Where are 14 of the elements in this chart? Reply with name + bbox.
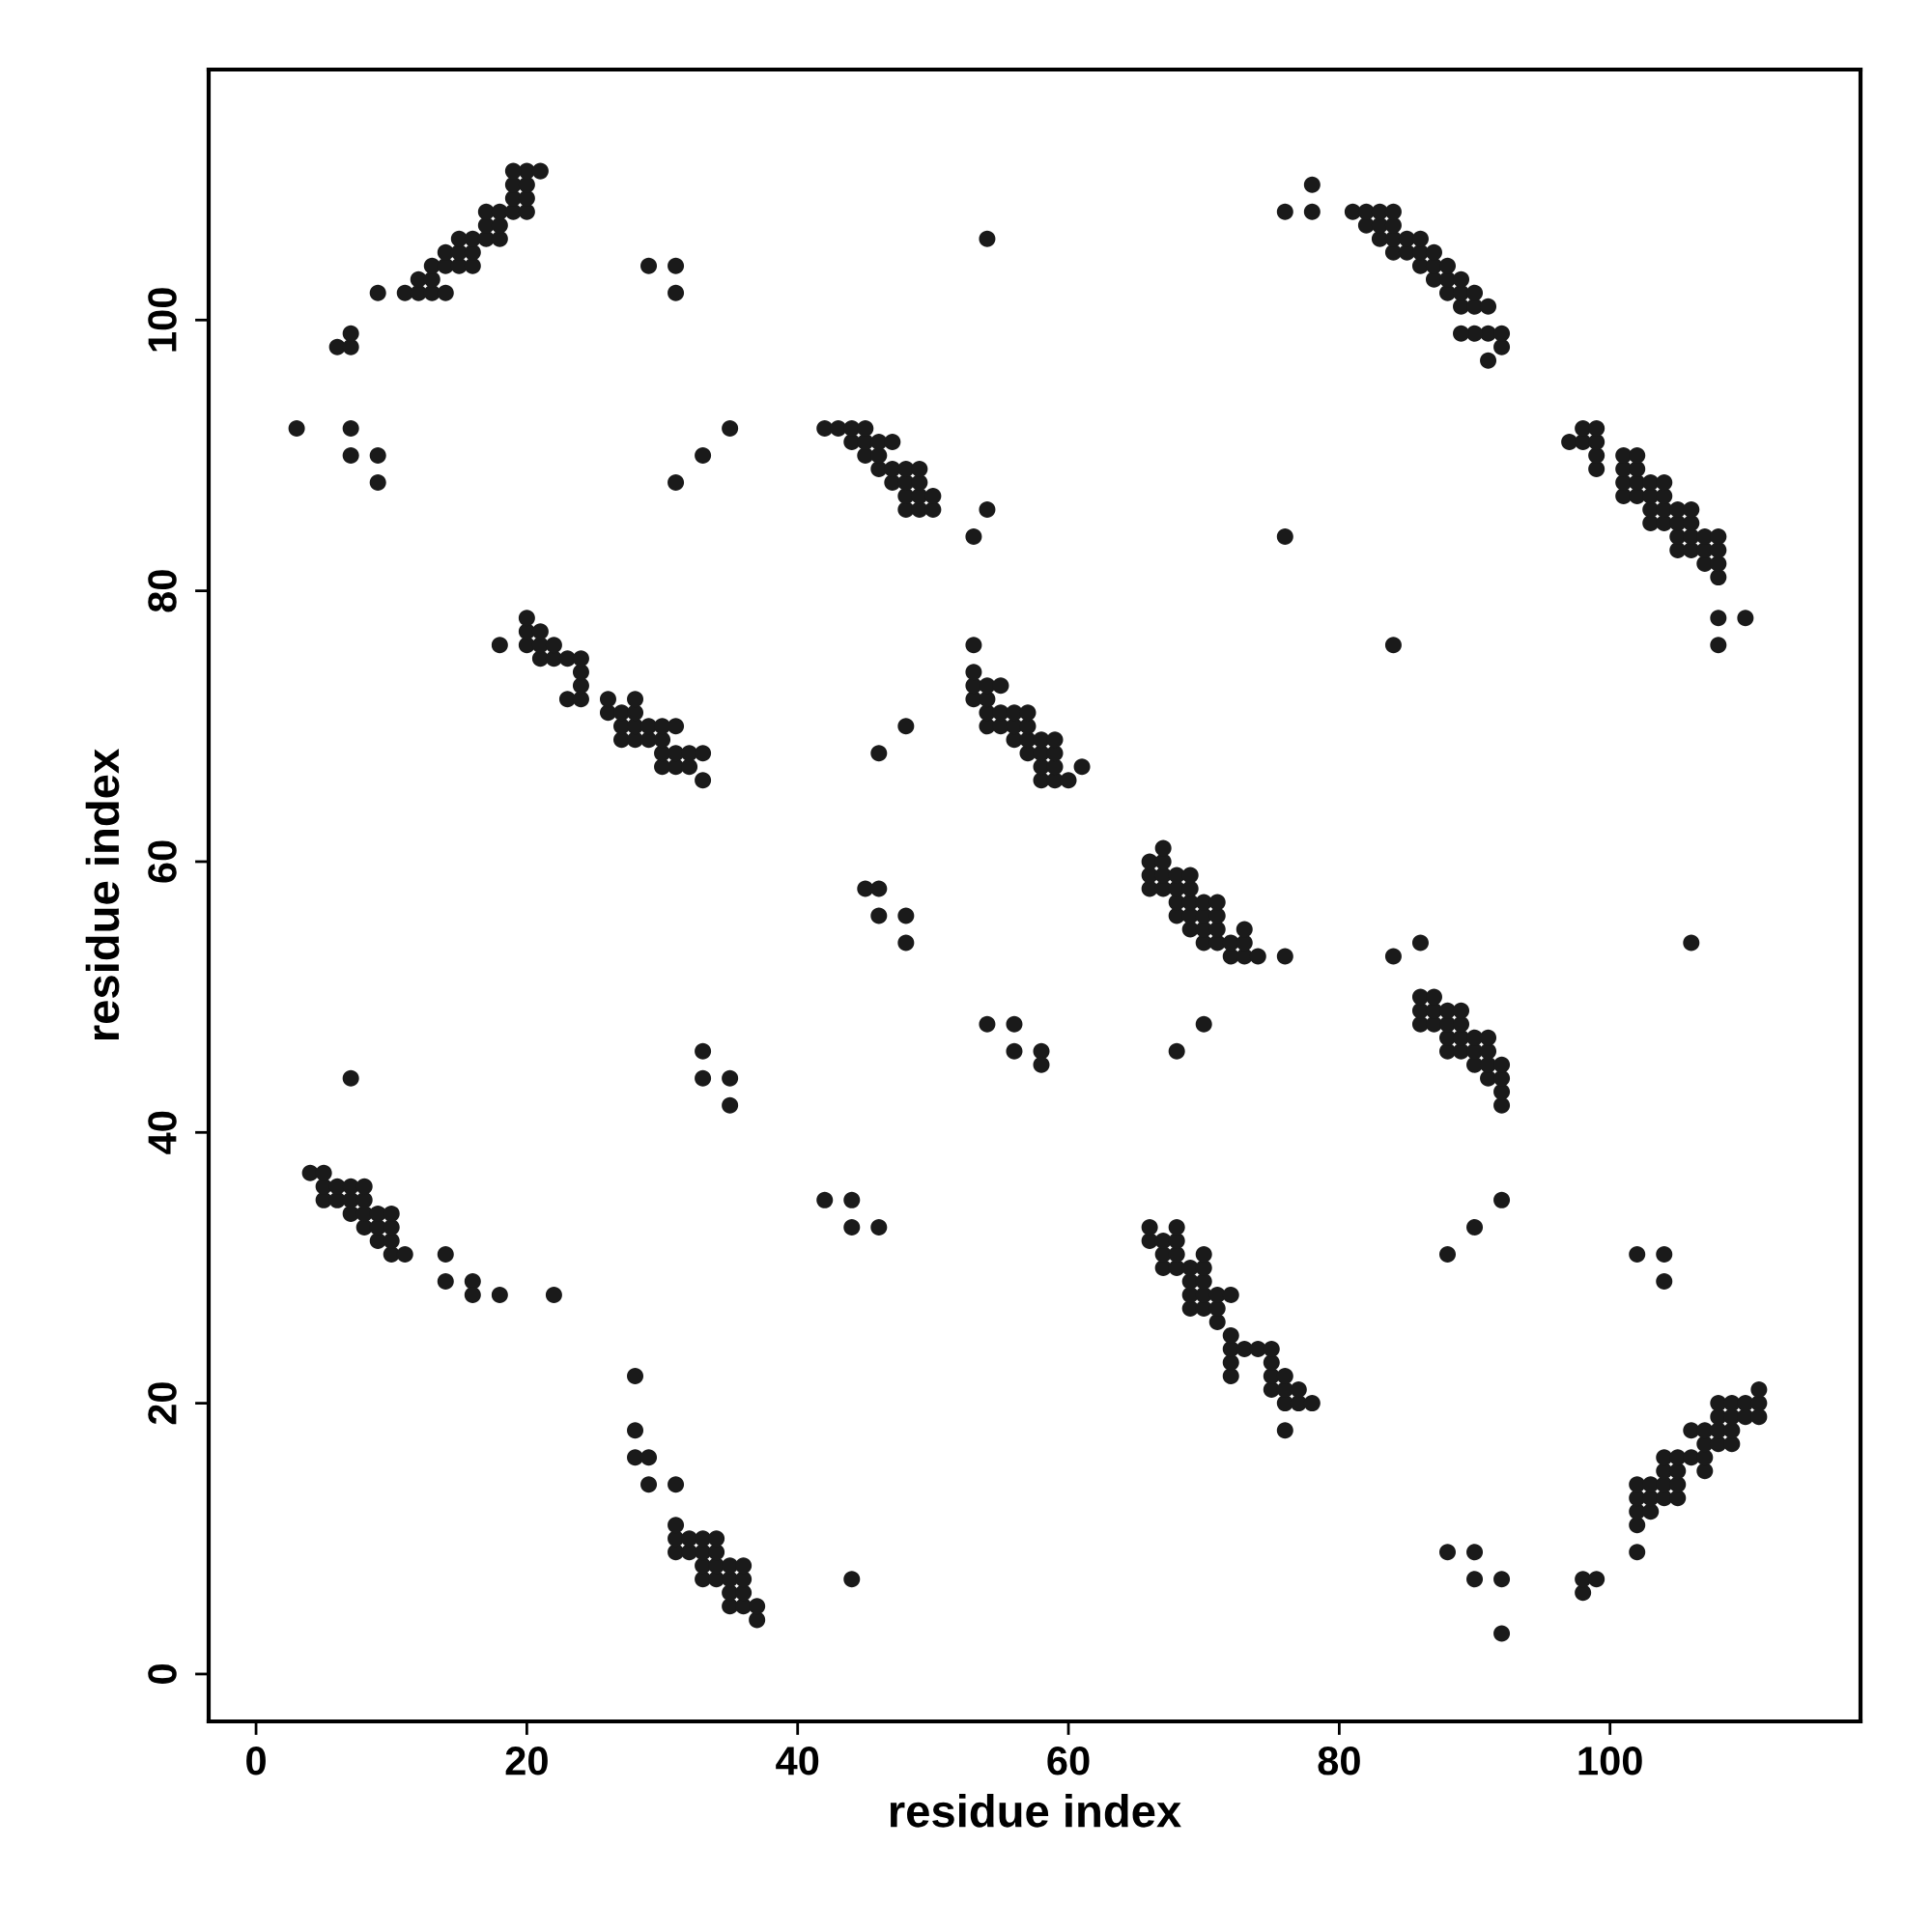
x-tick-label: 100 [1578,1747,1642,1776]
y-tick-label: 20 [148,1382,177,1425]
y-tick-label: 100 [148,288,177,352]
x-tick-label: 80 [1318,1747,1360,1776]
y-tick-label: 60 [148,840,177,883]
y-tick-label: 80 [148,570,177,612]
x-tick-label: 20 [505,1747,548,1776]
x-tick-label: 60 [1047,1747,1090,1776]
x-tick-label: 0 [246,1747,266,1776]
y-tick-label: 40 [148,1111,177,1154]
y-tick-label: 0 [148,1664,177,1684]
y-axis-title: residue index [85,749,120,1040]
x-axis-title: residue index [890,1793,1181,1828]
x-tick-label: 40 [776,1747,819,1776]
